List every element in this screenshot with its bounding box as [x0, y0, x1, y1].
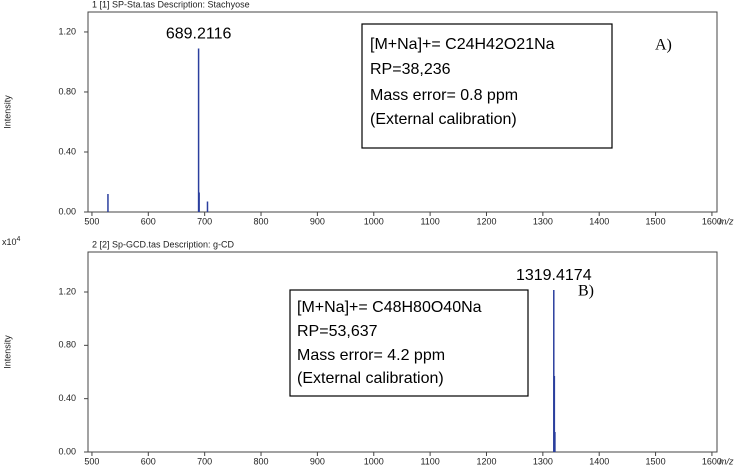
x-axis-label: m/z	[719, 216, 734, 226]
plot-frame	[87, 11, 718, 213]
x-tick-label: 1100	[420, 216, 439, 226]
annotation-box	[361, 23, 613, 149]
annotation-line: (External calibration)	[370, 111, 517, 128]
x-axis-label: m/z	[719, 456, 734, 466]
x-tick-label: 800	[254, 216, 269, 226]
y-tick-label: 0.00	[58, 446, 76, 456]
y-scale-exponent: 4	[17, 236, 21, 243]
y-scale-base: x10	[2, 237, 17, 247]
x-tick-label: 600	[141, 216, 156, 226]
x-tick-label: 500	[84, 216, 99, 226]
x-tick-label: 1200	[476, 216, 496, 226]
annotation-line: RP=38,236	[370, 61, 451, 78]
x-tick-label: 700	[197, 456, 212, 466]
plot-frame	[87, 251, 718, 453]
panel-title: 2 [2] Sp-GCD.tas Description: g-CD	[92, 239, 235, 249]
panel-title: 1 [1] SP-Sta.tas Description: Stachyose	[92, 0, 250, 9]
peak-label: 689.2116	[166, 26, 232, 43]
x-tick-label: 1400	[589, 456, 609, 466]
annotation-line: (External calibration)	[297, 370, 444, 387]
annotation-line: RP=53,637	[297, 323, 378, 340]
y-scale-label: x104	[2, 236, 21, 248]
annotation-line: [M+Na]+= C48H80O40Na	[297, 299, 482, 316]
x-tick-label: 1300	[533, 456, 553, 466]
x-tick-label: 1500	[646, 216, 666, 226]
x-tick-label: 700	[197, 216, 212, 226]
x-tick-label: 500	[84, 456, 99, 466]
y-tick-label: 0.00	[58, 206, 76, 216]
y-tick-label: 0.80	[58, 340, 76, 350]
x-tick-label: 600	[141, 456, 156, 466]
x-tick-label: 1500	[646, 456, 666, 466]
peak-label: 1319.4174	[516, 267, 592, 284]
x-tick-label: 1100	[420, 456, 439, 466]
x-tick-label: 1400	[589, 216, 609, 226]
x-tick-label: 1600	[702, 456, 722, 466]
y-tick-label: 0.40	[58, 393, 76, 403]
y-axis-label: Intensity	[2, 95, 12, 129]
x-tick-label: 1000	[364, 216, 384, 226]
x-tick-label: 1200	[476, 456, 496, 466]
y-axis-label: Intensity	[2, 335, 12, 369]
panel-label: B)	[578, 283, 594, 300]
annotation-line: Mass error= 0.8 ppm	[370, 87, 518, 104]
panel-label: A)	[655, 37, 672, 54]
x-tick-label: 900	[310, 456, 325, 466]
x-tick-label: 1000	[364, 456, 384, 466]
x-tick-label: 800	[254, 456, 269, 466]
y-tick-label: 0.40	[58, 146, 76, 156]
x-tick-label: 1600	[702, 216, 722, 226]
annotation-line: Mass error= 4.2 ppm	[297, 347, 445, 364]
x-tick-label: 900	[310, 216, 325, 226]
y-tick-label: 1.20	[58, 26, 76, 36]
annotation-box	[289, 289, 529, 397]
x-tick-label: 1300	[533, 216, 553, 226]
y-tick-label: 0.80	[58, 86, 76, 96]
y-tick-label: 1.20	[58, 286, 76, 296]
annotation-line: [M+Na]+= C24H42O21Na	[370, 36, 555, 53]
